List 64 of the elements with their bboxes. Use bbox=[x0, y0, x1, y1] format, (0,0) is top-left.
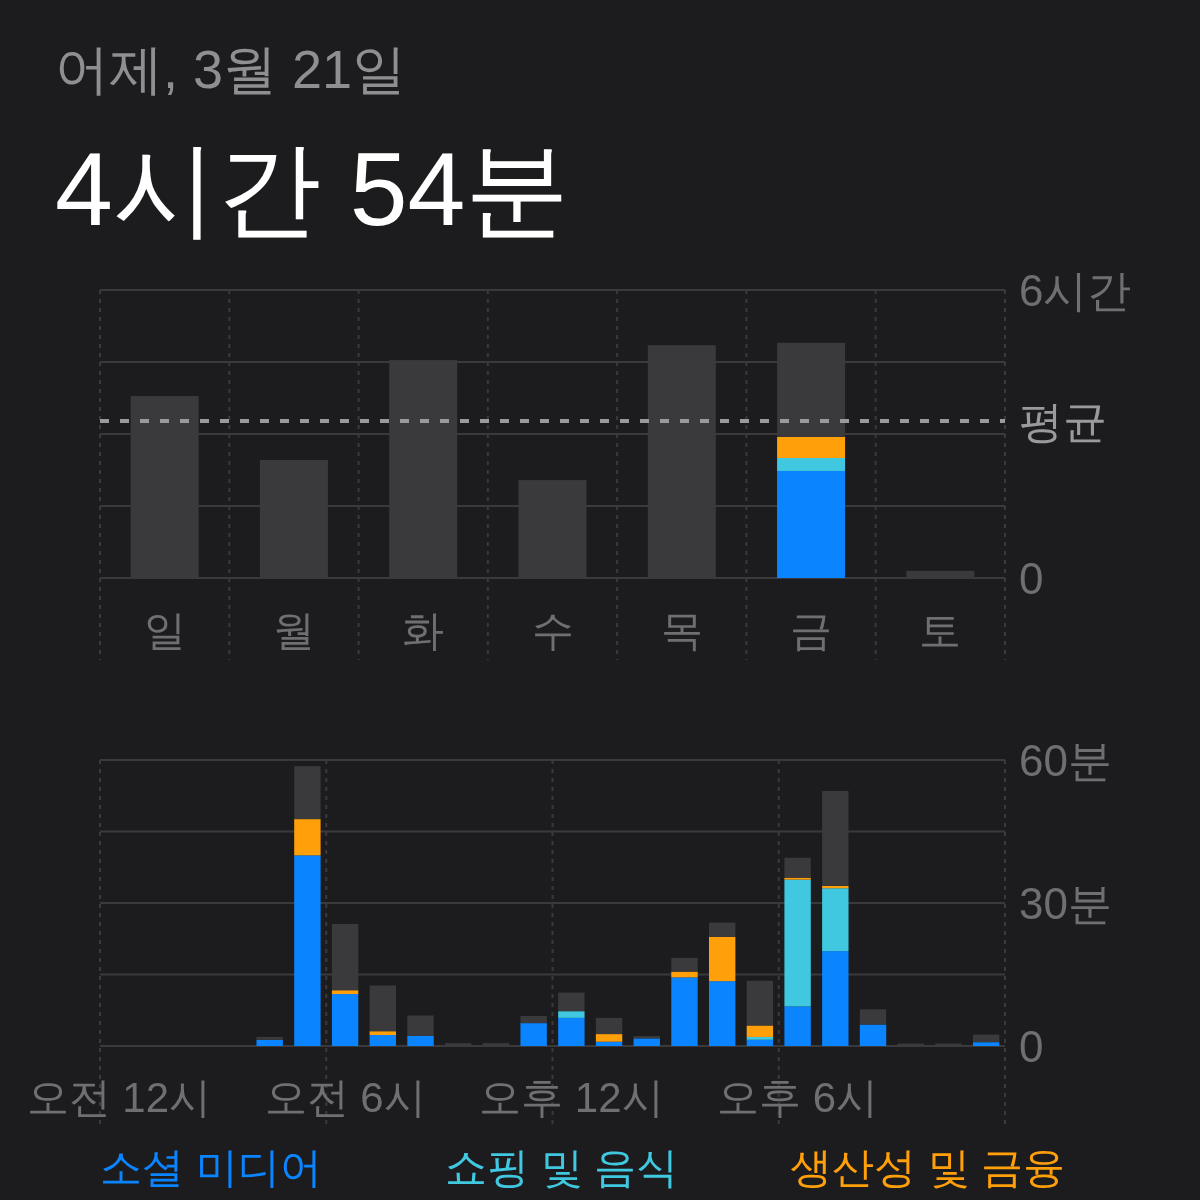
y-tick-label: 60분 bbox=[1019, 735, 1112, 785]
bar bbox=[671, 977, 698, 1046]
bar bbox=[708, 981, 736, 1046]
bar bbox=[777, 470, 846, 578]
bar bbox=[746, 980, 774, 1026]
bar bbox=[859, 1024, 887, 1046]
y-tick-label: 6시간 bbox=[1019, 265, 1132, 315]
chart-subtitle: 어제, 3월 21일 bbox=[55, 39, 407, 99]
bar bbox=[294, 819, 321, 856]
y-tick-label: 30분 bbox=[1019, 878, 1112, 928]
x-tick-label: 목 bbox=[660, 607, 703, 654]
bar bbox=[822, 951, 849, 1046]
bar bbox=[708, 922, 736, 937]
x-tick-label: 오후 6시 bbox=[717, 1074, 879, 1121]
bar bbox=[520, 1015, 547, 1024]
bar bbox=[369, 1035, 397, 1046]
bar bbox=[784, 857, 811, 878]
bar bbox=[746, 1025, 774, 1037]
bar bbox=[595, 1034, 623, 1042]
bar bbox=[294, 766, 321, 820]
bar bbox=[633, 1038, 660, 1046]
bar bbox=[746, 1036, 774, 1040]
bar bbox=[972, 1042, 1000, 1046]
y-tick-label: 0 bbox=[1019, 553, 1044, 603]
bar bbox=[859, 1009, 887, 1025]
bar bbox=[256, 1036, 283, 1040]
x-tick-label: 금 bbox=[790, 607, 833, 654]
bar bbox=[784, 879, 811, 1007]
bar bbox=[369, 985, 397, 1032]
bar bbox=[369, 1031, 397, 1036]
bar bbox=[558, 1017, 585, 1046]
x-tick-label: 일 bbox=[143, 607, 186, 654]
bar bbox=[331, 994, 359, 1046]
x-tick-label: 월 bbox=[272, 607, 315, 654]
y-tick-label: 0 bbox=[1019, 1021, 1044, 1071]
bar bbox=[784, 1006, 811, 1046]
x-tick-label: 수 bbox=[531, 607, 574, 654]
bar bbox=[558, 1011, 585, 1018]
bar bbox=[407, 1015, 434, 1036]
x-tick-label: 오전 6시 bbox=[264, 1074, 426, 1121]
bar bbox=[558, 992, 585, 1012]
text: 쇼핑 및 음식 bbox=[445, 1144, 679, 1191]
bar bbox=[746, 1039, 774, 1046]
x-tick-label: 화 bbox=[402, 607, 445, 654]
bar bbox=[520, 1023, 547, 1046]
bar bbox=[777, 458, 846, 471]
chart-title: 4시간 54분 bbox=[55, 131, 570, 247]
bar bbox=[777, 436, 846, 458]
bar bbox=[595, 1017, 623, 1035]
bar bbox=[708, 936, 736, 982]
bar bbox=[972, 1034, 1000, 1043]
text: 생산성 및 금융 bbox=[790, 1144, 1066, 1191]
bar bbox=[595, 1041, 623, 1046]
bar bbox=[407, 1035, 434, 1046]
bar bbox=[256, 1039, 283, 1046]
text: 소셜 미디어 bbox=[100, 1144, 322, 1191]
bar bbox=[671, 957, 698, 972]
x-tick-label: 토 bbox=[919, 607, 962, 654]
x-tick-label: 오전 12시 bbox=[26, 1074, 212, 1121]
ref-line-label: 평균 bbox=[1019, 396, 1107, 446]
bar bbox=[331, 990, 359, 995]
bar bbox=[822, 888, 849, 952]
bar bbox=[294, 855, 321, 1046]
x-tick-label: 오후 12시 bbox=[479, 1074, 664, 1121]
